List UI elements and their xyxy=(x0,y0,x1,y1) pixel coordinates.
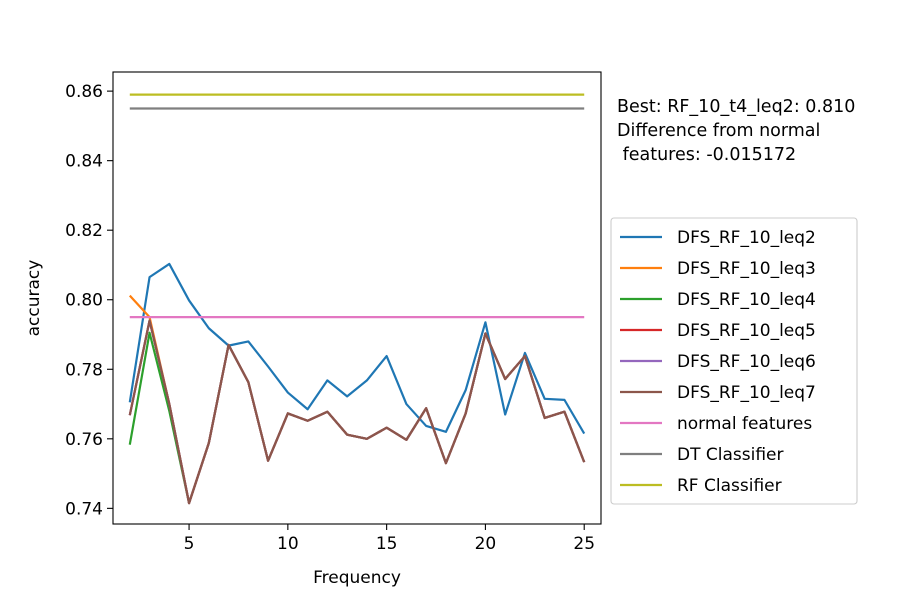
legend-label-dfs-rf-10-leq6: DFS_RF_10_leq6 xyxy=(677,352,816,372)
plot-frame xyxy=(112,71,602,525)
legend-frame xyxy=(610,217,858,505)
legend-label-dfs-rf-10-leq4: DFS_RF_10_leq4 xyxy=(677,290,816,310)
y-tick-label: 0.84 xyxy=(65,152,103,172)
legend-label-dfs-rf-10-leq2: DFS_RF_10_leq2 xyxy=(677,228,816,248)
x-axis-label: Frequency xyxy=(313,568,401,588)
x-tick-label: 15 xyxy=(376,534,398,554)
series-layer xyxy=(128,93,586,505)
annotation-best-line: Best: RF_10_t4_leq2: 0.810 xyxy=(617,97,855,117)
y-tick-label: 0.76 xyxy=(65,430,103,450)
series-line-dfs-rf-10-leq7 xyxy=(128,319,586,505)
legend: DFS_RF_10_leq2 DFS_RF_10_leq3 DFS_RF_10_le… xyxy=(610,217,858,505)
annotation-difference-line: Difference from normal xyxy=(617,121,820,141)
x-tick-label: 20 xyxy=(475,534,497,554)
legend-label-normal-features: normal features xyxy=(677,414,812,434)
legend-label-dfs-rf-10-leq7: DFS_RF_10_leq7 xyxy=(677,383,816,403)
x-tick-label: 5 xyxy=(184,534,195,554)
legend-label-dt-classifier: DT Classifier xyxy=(677,445,783,465)
legend-label-dfs-rf-10-leq3: DFS_RF_10_leq3 xyxy=(677,259,816,279)
y-tick-label: 0.78 xyxy=(65,360,103,380)
x-tick-label: 25 xyxy=(573,534,595,554)
series-line-dfs-rf-10-leq2 xyxy=(128,262,586,435)
y-axis-label: accuracy xyxy=(24,260,44,337)
legend-label-rf-classifier: RF Classifier xyxy=(677,476,782,496)
y-tick-label: 0.82 xyxy=(65,221,103,241)
axis-ticks: 5 10 15 20 25 0.74 0.76 0.78 0.80 0.82 0.84 0.86 xyxy=(65,82,595,554)
y-tick-label: 0.74 xyxy=(65,499,103,519)
y-tick-label: 0.80 xyxy=(65,291,103,311)
y-tick-label: 0.86 xyxy=(65,82,103,102)
x-tick-label: 10 xyxy=(277,534,299,554)
annotation-features-line: features: -0.015172 xyxy=(617,145,796,165)
legend-label-dfs-rf-10-leq5: DFS_RF_10_leq5 xyxy=(677,321,816,341)
legend-items: DFS_RF_10_leq2 DFS_RF_10_leq3 DFS_RF_10_le… xyxy=(620,228,816,496)
